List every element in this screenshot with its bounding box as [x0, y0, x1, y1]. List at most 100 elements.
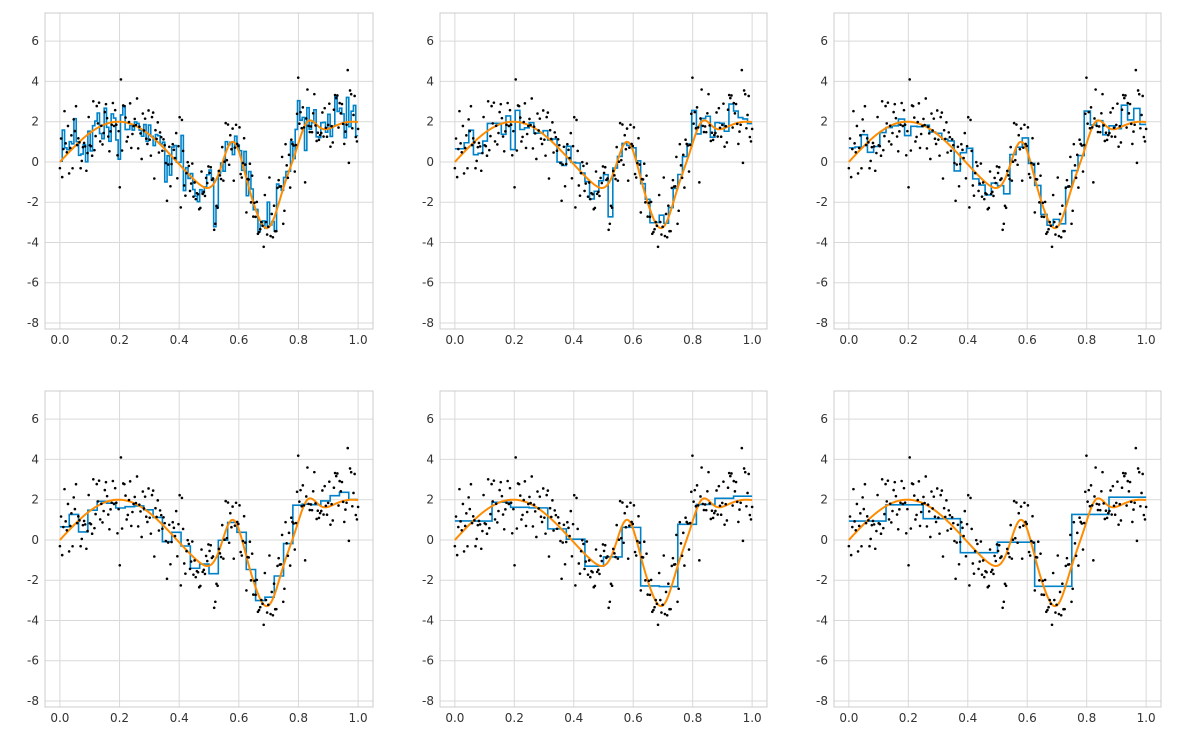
data-point	[1125, 126, 1128, 129]
axes-frame	[833, 12, 1162, 330]
data-point	[1072, 142, 1076, 146]
data-point	[1128, 102, 1132, 106]
data-point	[729, 474, 732, 478]
data-point	[631, 144, 635, 148]
data-point	[509, 501, 513, 505]
data-point	[1120, 486, 1124, 490]
plot-area	[453, 446, 754, 627]
data-point	[901, 502, 905, 506]
data-point	[878, 144, 882, 148]
y-tick-label: 4	[820, 452, 828, 466]
data-point	[222, 179, 225, 182]
data-point	[644, 201, 647, 204]
data-point	[921, 124, 924, 128]
data-point	[676, 222, 679, 226]
data-point	[193, 559, 196, 562]
data-point	[475, 159, 478, 163]
data-point	[465, 134, 468, 137]
y-tick-label: 6	[426, 412, 434, 426]
y-tick-label: 6	[31, 34, 39, 48]
data-point	[914, 140, 917, 143]
data-point	[250, 552, 254, 555]
data-point	[980, 573, 984, 576]
data-point	[134, 123, 138, 127]
x-tick-label: 0.6	[229, 711, 248, 725]
data-point	[989, 570, 993, 574]
data-point	[290, 516, 293, 520]
data-point	[738, 508, 741, 511]
data-point	[853, 520, 856, 523]
data-point	[1023, 123, 1026, 127]
data-point	[298, 122, 301, 125]
data-point	[1128, 480, 1132, 484]
data-point	[252, 593, 255, 596]
data-point	[497, 509, 500, 513]
data-point	[935, 487, 939, 490]
data-point	[617, 538, 621, 542]
x-tick-label: 1.0	[349, 333, 368, 347]
data-point	[514, 78, 517, 81]
data-point	[473, 141, 476, 144]
data-point	[919, 510, 923, 514]
data-point	[148, 516, 152, 519]
data-point	[538, 495, 542, 498]
data-point	[498, 110, 501, 114]
data-point	[969, 118, 972, 122]
data-point	[341, 500, 345, 504]
data-point	[203, 572, 207, 576]
data-point	[1043, 578, 1047, 582]
data-point	[539, 515, 543, 519]
data-point	[150, 115, 154, 119]
data-point	[478, 523, 482, 526]
data-point	[1032, 541, 1035, 544]
data-point	[968, 584, 971, 587]
data-point	[491, 500, 495, 503]
data-point	[630, 142, 633, 146]
data-point	[739, 123, 742, 127]
data-point	[261, 224, 264, 228]
data-point	[269, 234, 272, 238]
data-point	[313, 92, 316, 96]
data-point	[146, 520, 149, 524]
data-point	[973, 171, 977, 175]
binned-step-line	[848, 496, 1147, 588]
data-point	[1119, 141, 1123, 144]
data-point	[67, 172, 71, 175]
data-point	[492, 479, 496, 482]
data-point	[956, 523, 960, 527]
x-tick-label: 1.0	[1137, 711, 1156, 725]
data-point	[93, 526, 96, 530]
data-point	[1144, 127, 1148, 131]
data-point	[852, 487, 855, 491]
data-point	[1002, 222, 1006, 226]
data-point	[1077, 564, 1080, 567]
y-tick-label: 6	[820, 412, 828, 426]
data-point	[184, 194, 187, 197]
data-point	[272, 204, 276, 208]
data-point	[938, 532, 941, 535]
data-point	[460, 150, 464, 154]
data-point	[356, 505, 360, 509]
data-point	[884, 104, 887, 108]
data-point	[166, 163, 170, 166]
data-point	[208, 549, 211, 553]
data-point	[292, 144, 295, 147]
data-point	[324, 126, 328, 130]
data-point	[955, 163, 959, 166]
data-point	[995, 543, 999, 546]
data-point	[601, 165, 605, 168]
data-point	[868, 166, 871, 170]
data-point	[1046, 230, 1049, 234]
y-tick-label: 6	[820, 34, 828, 48]
data-point	[1012, 499, 1016, 503]
data-point	[212, 228, 216, 232]
data-point	[942, 506, 946, 510]
data-point	[610, 206, 614, 210]
data-point	[733, 490, 737, 493]
data-point	[543, 138, 546, 141]
data-point	[314, 124, 317, 127]
data-point	[501, 513, 505, 516]
data-point	[119, 78, 123, 81]
data-point	[656, 623, 660, 627]
data-point	[318, 511, 322, 515]
